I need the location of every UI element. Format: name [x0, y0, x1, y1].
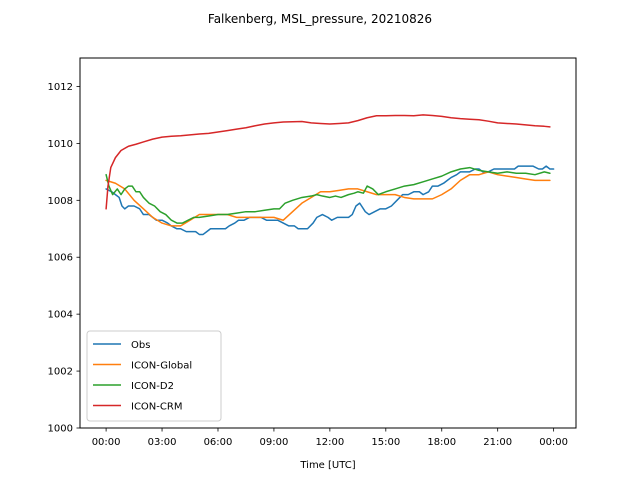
- x-tick-label: 00:00: [92, 437, 121, 448]
- series-line-icon-global: [105, 171, 551, 227]
- x-tick-label: 18:00: [427, 437, 456, 448]
- x-tick-label: 21:00: [483, 437, 512, 448]
- y-tick-label: 1006: [48, 253, 73, 264]
- y-tick-label: 1012: [48, 82, 73, 93]
- y-tick-label: 1008: [48, 196, 73, 207]
- series-line-icon-d2: [105, 166, 551, 224]
- legend: Obs ICON-Global ICON-D2 ICON-CRM: [86, 330, 222, 422]
- y-tick-label: 1002: [48, 367, 73, 378]
- series-layer: [105, 114, 555, 236]
- y-tick-label: 1000: [48, 424, 73, 435]
- series-line-icon-crm: [105, 114, 551, 210]
- legend-label: ICON-D2: [131, 381, 174, 392]
- x-tick-label: 03:00: [148, 437, 177, 448]
- x-axis: 00:00 03:00 06:00 09:00 12:00 15:00 18:00 21:00…: [92, 428, 568, 448]
- chart-title: Falkenberg, MSL_pressure, 20210826: [208, 12, 432, 26]
- legend-box: [86, 330, 222, 422]
- x-tick-label: 15:00: [371, 437, 400, 448]
- legend-label: ICON-CRM: [131, 402, 182, 413]
- axes-frame: [79, 57, 577, 429]
- x-tick-label: 06:00: [204, 437, 233, 448]
- plot-area: [79, 57, 577, 429]
- x-axis-label: Time [UTC]: [299, 460, 355, 471]
- x-tick-label: 12:00: [315, 437, 344, 448]
- y-tick-label: 1010: [48, 139, 73, 150]
- legend-label: ICON-Global: [131, 361, 192, 372]
- x-tick-label: 00:00: [539, 437, 568, 448]
- y-tick-label: 1004: [48, 310, 73, 321]
- legend-label: Obs: [131, 340, 150, 351]
- y-axis: 1000 1002 1004 1006 1008 1010 1012: [48, 82, 80, 435]
- x-tick-label: 09:00: [260, 437, 289, 448]
